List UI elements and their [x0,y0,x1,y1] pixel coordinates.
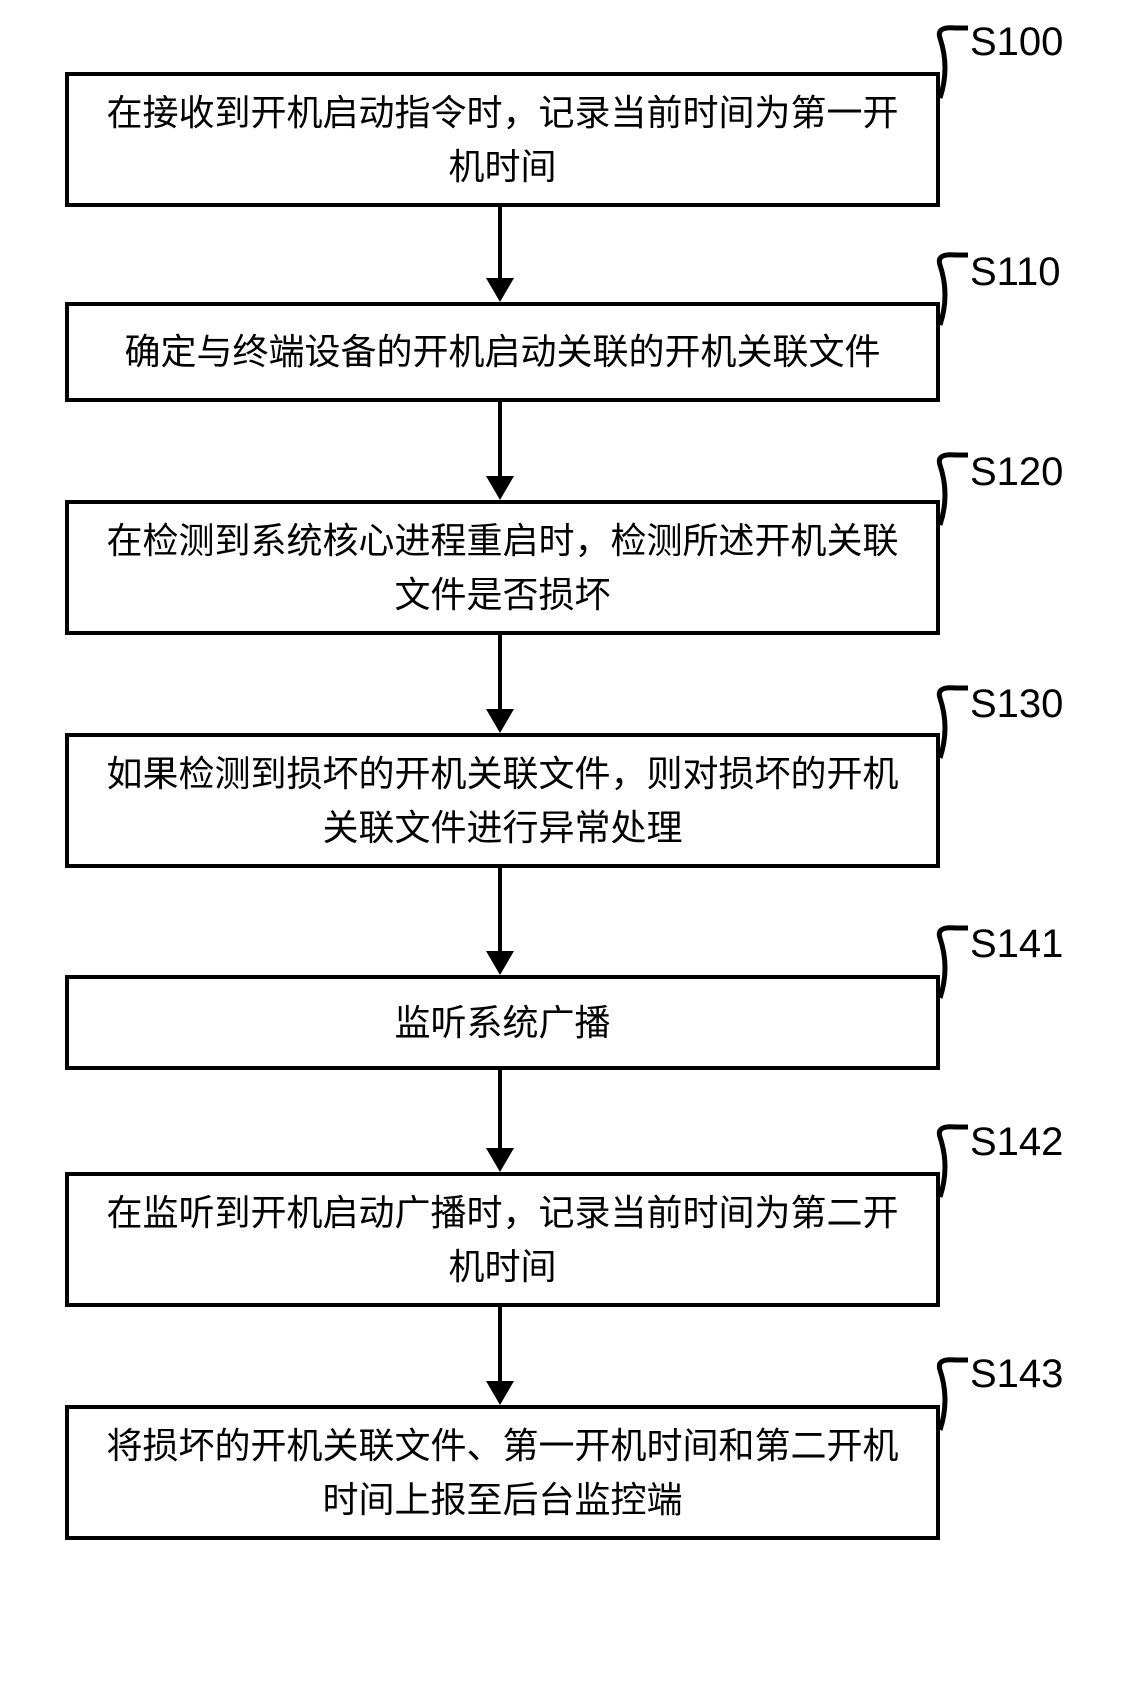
flowchart-node-s130: 如果检测到损坏的开机关联文件，则对损坏的开机关联文件进行异常处理 [65,733,940,868]
arrow-head-6 [486,1381,514,1405]
flowchart-node-s120: 在检测到系统核心进程重启时，检测所述开机关联文件是否损坏 [65,500,940,635]
step-label-s110: S110 [970,250,1060,295]
connector-s130 [918,682,978,772]
node-text-s142: 在监听到开机启动广播时，记录当前时间为第二开机时间 [89,1186,916,1294]
arrow-head-2 [486,476,514,500]
arrow-head-3 [486,709,514,733]
connector-s110 [918,250,978,340]
step-label-s120: S120 [970,450,1063,495]
flowchart-container: 在接收到开机启动指令时，记录当前时间为第一开机时间 S100 确定与终端设备的开… [0,0,1131,1699]
arrow-line-6 [498,1307,502,1381]
arrow-head-1 [486,278,514,302]
node-text-s143: 将损坏的开机关联文件、第一开机时间和第二开机时间上报至后台监控端 [89,1419,916,1527]
connector-s100 [918,20,978,110]
arrow-line-2 [498,402,502,476]
step-label-s141: S141 [970,922,1063,967]
arrow-head-4 [486,951,514,975]
flowchart-node-s142: 在监听到开机启动广播时，记录当前时间为第二开机时间 [65,1172,940,1307]
connector-s120 [918,450,978,540]
step-label-s143: S143 [970,1352,1063,1397]
flowchart-node-s143: 将损坏的开机关联文件、第一开机时间和第二开机时间上报至后台监控端 [65,1405,940,1540]
arrow-head-5 [486,1148,514,1172]
node-text-s120: 在检测到系统核心进程重启时，检测所述开机关联文件是否损坏 [89,514,916,622]
flowchart-node-s110: 确定与终端设备的开机启动关联的开机关联文件 [65,302,940,402]
step-label-s130: S130 [970,682,1063,727]
node-text-s141: 监听系统广播 [394,996,610,1050]
node-text-s100: 在接收到开机启动指令时，记录当前时间为第一开机时间 [89,86,916,194]
node-text-s110: 确定与终端设备的开机启动关联的开机关联文件 [124,325,880,379]
connector-s141 [918,922,978,1012]
connector-s142 [918,1120,978,1210]
connector-s143 [918,1352,978,1442]
arrow-line-4 [498,868,502,951]
arrow-line-3 [498,635,502,709]
node-text-s130: 如果检测到损坏的开机关联文件，则对损坏的开机关联文件进行异常处理 [89,747,916,855]
arrow-line-1 [498,207,502,278]
arrow-line-5 [498,1070,502,1148]
flowchart-node-s141: 监听系统广播 [65,975,940,1070]
flowchart-node-s100: 在接收到开机启动指令时，记录当前时间为第一开机时间 [65,72,940,207]
step-label-s100: S100 [970,20,1063,65]
step-label-s142: S142 [970,1120,1063,1165]
